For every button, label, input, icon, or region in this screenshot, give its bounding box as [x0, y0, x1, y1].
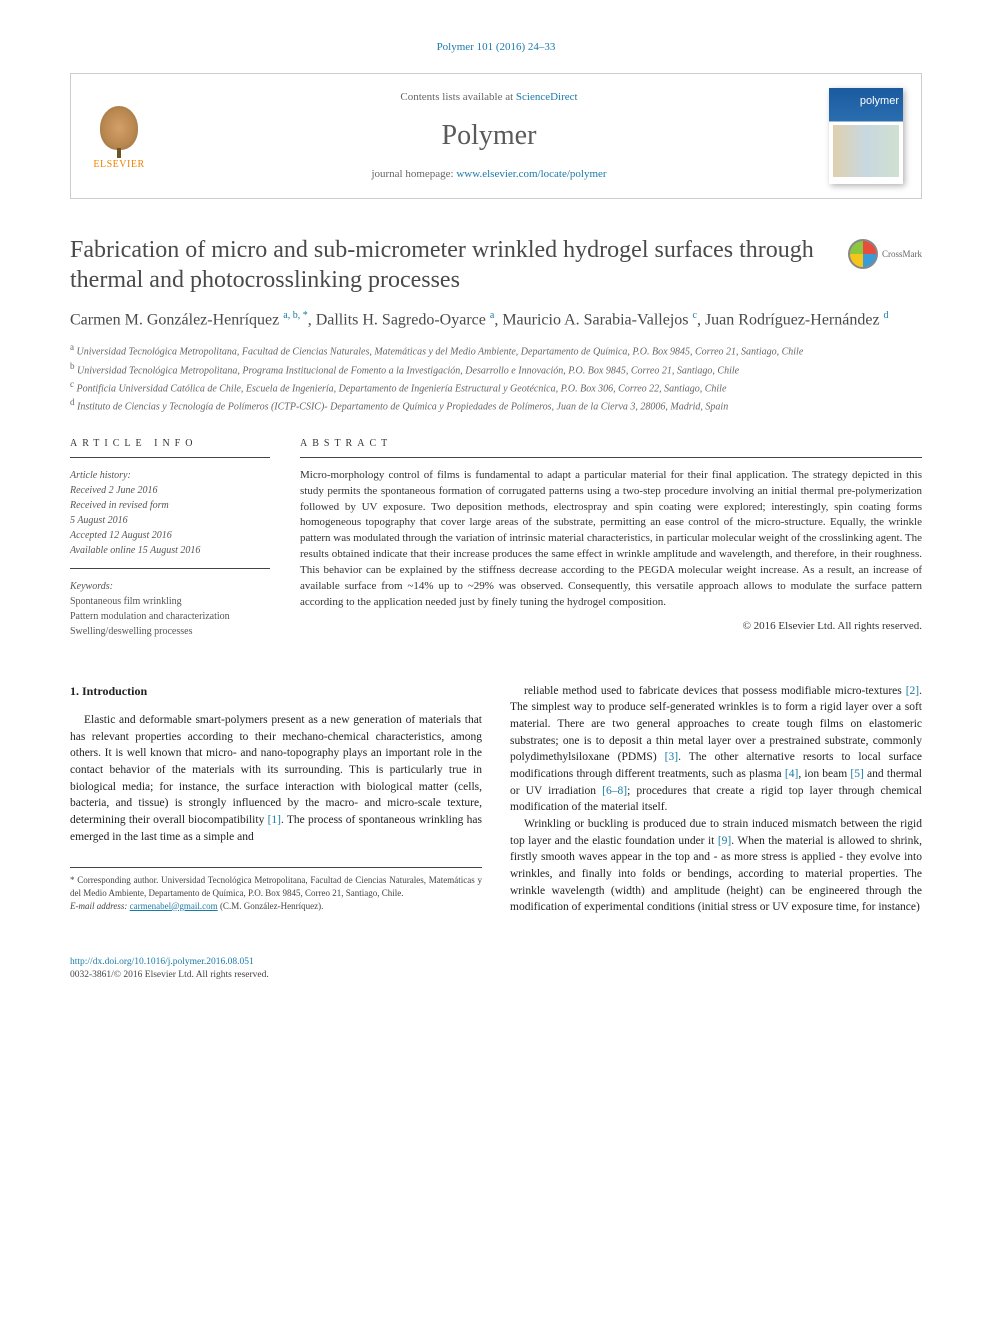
title-row: Fabrication of micro and sub-micrometer …	[70, 235, 922, 295]
crossmark-label: CrossMark	[882, 248, 922, 261]
ref-9[interactable]: [9]	[718, 835, 731, 847]
crossmark-badge[interactable]: CrossMark	[848, 239, 922, 269]
journal-cover-thumbnail: polymer	[829, 88, 903, 184]
footer: http://dx.doi.org/10.1016/j.polymer.2016…	[70, 956, 922, 983]
article-history: Article history:Received 2 June 2016Rece…	[70, 468, 270, 569]
article-info-column: ARTICLE INFO Article history:Received 2 …	[70, 437, 270, 639]
introduction-heading: 1. Introduction	[70, 683, 482, 700]
cover-image-placeholder	[833, 125, 898, 177]
article-info-header: ARTICLE INFO	[70, 437, 270, 458]
body-column-left: 1. Introduction Elastic and deformable s…	[70, 683, 482, 916]
email-suffix: (C.M. González-Henríquez).	[218, 901, 324, 911]
intro-paragraph-2: reliable method used to fabricate device…	[510, 683, 922, 816]
affiliations: a Universidad Tecnológica Metropolitana,…	[70, 341, 922, 414]
abstract-header: ABSTRACT	[300, 437, 922, 458]
crossmark-icon	[848, 239, 878, 269]
journal-header: ELSEVIER Contents lists available at Sci…	[70, 73, 922, 199]
authors: Carmen M. González-Henríquez a, b, *, Da…	[70, 309, 922, 331]
corresponding-author-footnote: * Corresponding author. Universidad Tecn…	[70, 874, 482, 899]
doi-link[interactable]: http://dx.doi.org/10.1016/j.polymer.2016…	[70, 957, 254, 967]
citation: Polymer 101 (2016) 24–33	[70, 40, 922, 55]
sciencedirect-link[interactable]: ScienceDirect	[516, 91, 578, 103]
homepage-line: journal homepage: www.elsevier.com/locat…	[149, 167, 829, 182]
body-column-right: reliable method used to fabricate device…	[510, 683, 922, 916]
abstract-text: Micro-morphology control of films is fun…	[300, 468, 922, 611]
ref-3[interactable]: [3]	[665, 751, 678, 763]
footnote-separator: * Corresponding author. Universidad Tecn…	[70, 867, 482, 912]
intro-paragraph-1: Elastic and deformable smart-polymers pr…	[70, 712, 482, 845]
elsevier-tree-icon	[100, 106, 138, 150]
page: Polymer 101 (2016) 24–33 ELSEVIER Conten…	[0, 0, 992, 1033]
abstract-copyright: © 2016 Elsevier Ltd. All rights reserved…	[300, 619, 922, 634]
keywords-block: Keywords:Spontaneous film wrinklingPatte…	[70, 579, 270, 639]
ref-6-8[interactable]: [6–8]	[602, 785, 627, 797]
body-columns: 1. Introduction Elastic and deformable s…	[70, 683, 922, 916]
email-footnote: E-mail address: carmenabel@gmail.com (C.…	[70, 900, 482, 913]
info-abstract-row: ARTICLE INFO Article history:Received 2 …	[70, 437, 922, 639]
email-label: E-mail address:	[70, 901, 130, 911]
email-link[interactable]: carmenabel@gmail.com	[130, 901, 218, 911]
contents-prefix: Contents lists available at	[400, 91, 515, 103]
publisher-name: ELSEVIER	[93, 158, 144, 172]
article-title: Fabrication of micro and sub-micrometer …	[70, 235, 834, 295]
journal-name: Polymer	[149, 116, 829, 155]
ref-5[interactable]: [5]	[850, 768, 863, 780]
intro-paragraph-3: Wrinkling or buckling is produced due to…	[510, 816, 922, 916]
cover-label: polymer	[860, 94, 899, 109]
contents-available: Contents lists available at ScienceDirec…	[149, 90, 829, 105]
publisher-logo: ELSEVIER	[89, 100, 149, 172]
header-center: Contents lists available at ScienceDirec…	[149, 90, 829, 182]
ref-1[interactable]: [1]	[268, 814, 281, 826]
ref-2[interactable]: [2]	[906, 685, 919, 697]
issn-copyright: 0032-3861/© 2016 Elsevier Ltd. All right…	[70, 970, 269, 980]
homepage-prefix: journal homepage:	[371, 168, 456, 180]
abstract-column: ABSTRACT Micro-morphology control of fil…	[300, 437, 922, 639]
homepage-link[interactable]: www.elsevier.com/locate/polymer	[456, 168, 606, 180]
ref-4[interactable]: [4]	[785, 768, 798, 780]
